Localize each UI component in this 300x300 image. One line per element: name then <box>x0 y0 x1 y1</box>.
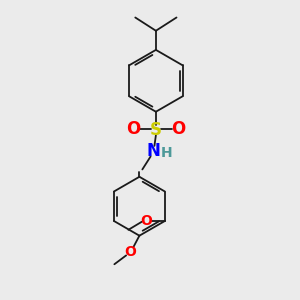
Text: O: O <box>126 119 140 137</box>
Text: O: O <box>141 214 153 228</box>
Text: O: O <box>171 119 186 137</box>
Text: H: H <box>161 146 172 160</box>
Text: S: S <box>150 121 162 139</box>
Text: O: O <box>124 245 136 259</box>
Text: N: N <box>147 142 160 160</box>
